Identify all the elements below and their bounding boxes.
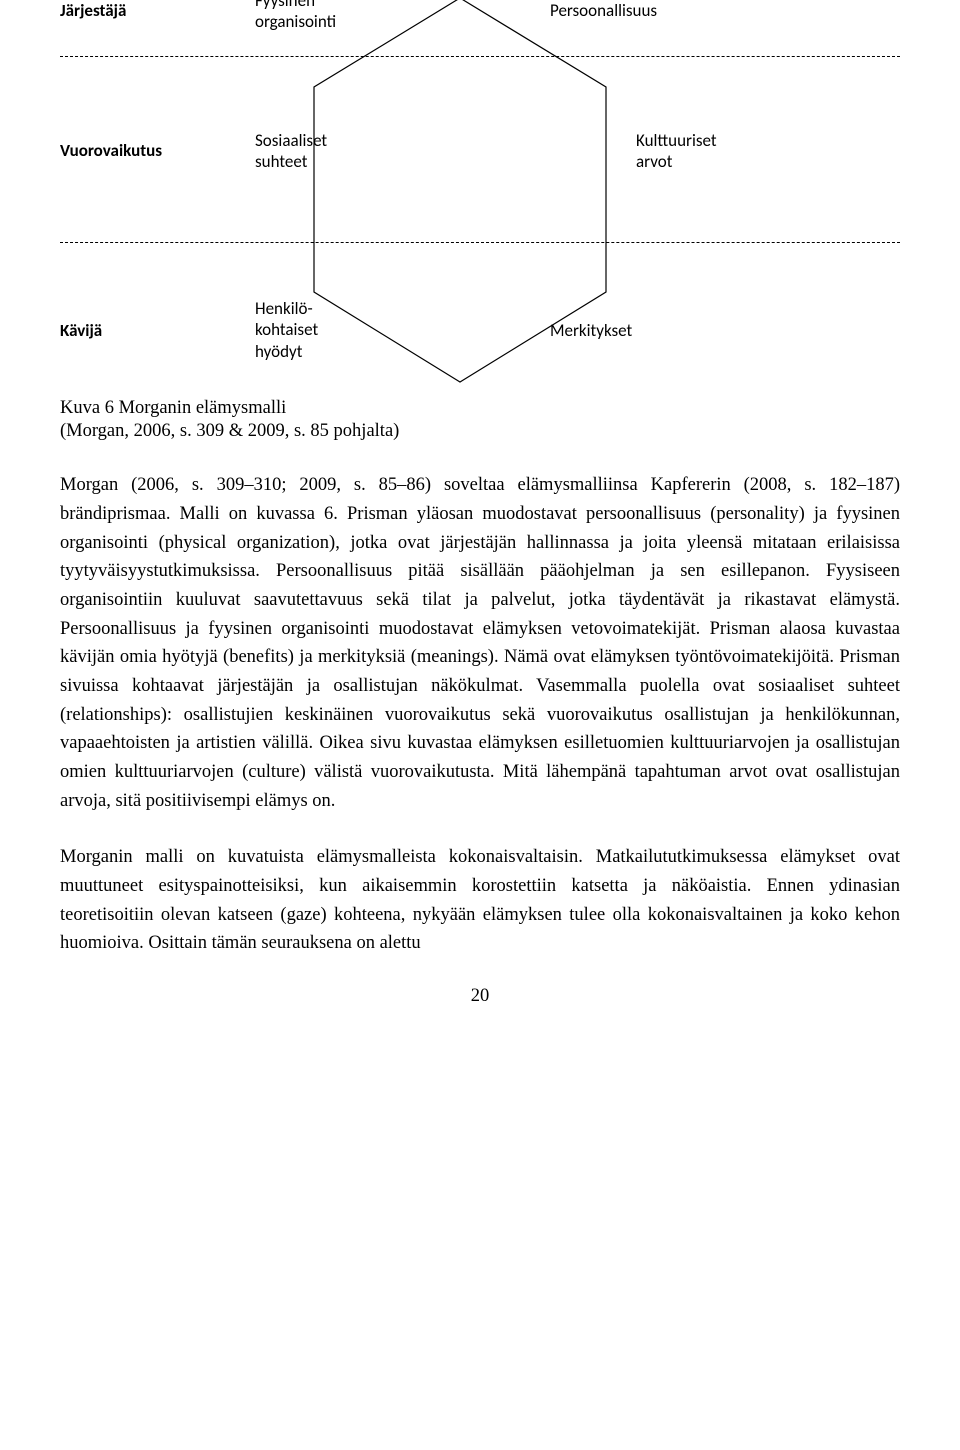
hexagon-shape (30, 0, 930, 402)
label-fyysinen-organisointi: Fyysinen organisointi (255, 0, 336, 33)
label-vuorovaikutus: Vuorovaikutus (60, 140, 162, 161)
document-page: Järjestäjä Fyysinen organisointi Persoon… (0, 0, 960, 1047)
label-henkilokohtaiset-hyodyt: Henkilö- kohtaiset hyödyt (255, 298, 318, 362)
figure-caption: Kuva 6 Morganin elämysmalli (Morgan, 200… (60, 397, 900, 443)
label-kulttuuriset-arvot: Kulttuuriset arvot (636, 130, 717, 173)
label-merkitykset: Merkitykset (550, 320, 632, 341)
text-line: Henkilö- (255, 298, 313, 319)
text-line: hyödyt (255, 341, 302, 362)
text-line: suhteet (255, 151, 307, 172)
text-line: Kulttuuriset (636, 130, 717, 151)
page-number: 20 (60, 986, 900, 1007)
caption-line-2: (Morgan, 2006, s. 309 & 2009, s. 85 pohj… (60, 421, 399, 441)
paragraph-2: Morganin malli on kuvatuista elämysmalle… (60, 843, 900, 958)
text-line: Fyysinen (255, 0, 315, 11)
text-line: arvot (636, 151, 672, 172)
label-jarjestaja: Järjestäjä (60, 0, 126, 21)
label-sosiaaliset-suhteet: Sosiaaliset suhteet (255, 130, 327, 173)
dashed-line-2 (60, 242, 900, 243)
text-line: kohtaiset (255, 319, 318, 340)
caption-line-1: Kuva 6 Morganin elämysmalli (60, 398, 286, 418)
label-persoonallisuus: Persoonallisuus (550, 0, 657, 21)
dashed-line-1 (60, 56, 900, 57)
prism-diagram: Järjestäjä Fyysinen organisointi Persoon… (60, 0, 900, 395)
text-line: organisointi (255, 11, 336, 32)
label-kavija: Kävijä (60, 320, 102, 341)
text-line: Sosiaaliset (255, 130, 327, 151)
paragraph-1: Morgan (2006, s. 309–310; 2009, s. 85–86… (60, 471, 900, 815)
